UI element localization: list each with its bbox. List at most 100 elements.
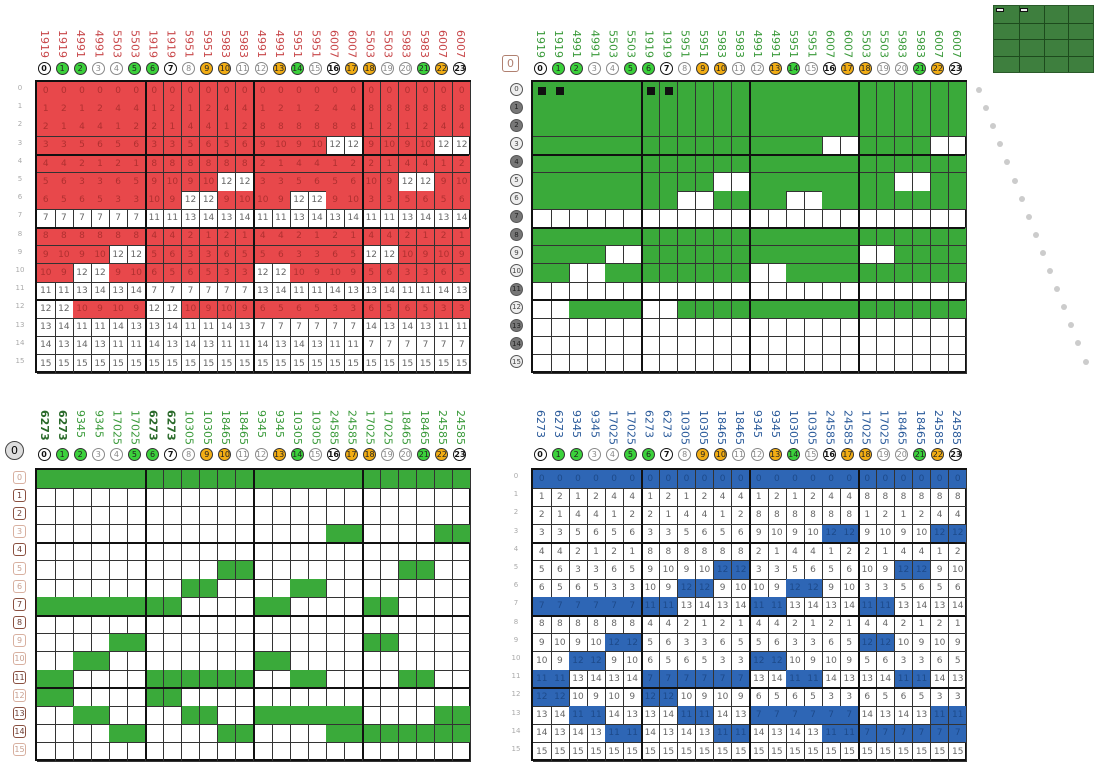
grid-cell[interactable] (452, 670, 472, 689)
grid-cell[interactable] (344, 524, 363, 544)
grid-cell[interactable]: 1 (569, 488, 588, 507)
grid-cell[interactable] (308, 597, 327, 616)
grid-cell[interactable] (199, 742, 219, 762)
grid-cell[interactable]: 0 (235, 82, 255, 101)
grid-cell[interactable]: 15 (344, 354, 363, 374)
grid-cell[interactable] (434, 488, 454, 507)
grid-cell[interactable]: 11 (434, 318, 454, 338)
grid-cell[interactable] (163, 542, 183, 562)
grid-cell[interactable]: 0 (452, 82, 472, 101)
grid-cell[interactable] (91, 670, 110, 689)
grid-cell[interactable] (452, 633, 472, 653)
grid-cell[interactable]: 4 (91, 118, 110, 138)
grid-cell[interactable]: 11 (163, 209, 183, 228)
grid-cell[interactable]: 10 (452, 172, 472, 192)
grid-cell[interactable]: 13 (362, 282, 382, 301)
grid-cell[interactable] (641, 191, 661, 210)
grid-cell[interactable]: 11 (804, 670, 823, 689)
grid-cell[interactable] (73, 706, 92, 726)
grid-cell[interactable] (713, 191, 733, 210)
grid-cell[interactable]: 12 (569, 651, 588, 671)
grid-cell[interactable] (416, 651, 436, 671)
grid-cell[interactable]: 15 (416, 354, 436, 374)
grid-cell[interactable] (217, 742, 237, 762)
grid-cell[interactable]: 14 (254, 336, 273, 356)
grid-cell[interactable]: 9 (434, 172, 454, 192)
grid-cell[interactable] (677, 209, 697, 228)
grid-cell[interactable] (623, 172, 642, 192)
grid-cell[interactable] (55, 670, 74, 689)
grid-cell[interactable]: 1 (308, 227, 327, 247)
grid-cell[interactable] (894, 118, 914, 138)
grid-cell[interactable]: 7 (452, 336, 472, 356)
grid-cell[interactable]: 8 (894, 488, 914, 507)
grid-cell[interactable] (55, 524, 74, 544)
column-index-badge[interactable]: 11 (732, 62, 746, 75)
grid-cell[interactable] (55, 742, 74, 762)
grid-cell[interactable] (73, 488, 92, 507)
grid-cell[interactable] (109, 670, 128, 689)
grid-cell[interactable]: 4 (930, 506, 950, 526)
grid-cell[interactable]: 10 (362, 172, 382, 192)
grid-cell[interactable]: 12 (750, 651, 769, 671)
grid-cell[interactable]: 0 (344, 82, 363, 101)
grid-cell[interactable] (858, 282, 878, 301)
grid-cell[interactable]: 2 (786, 615, 805, 635)
grid-cell[interactable] (91, 742, 110, 762)
grid-cell[interactable] (452, 579, 472, 598)
grid-cell[interactable] (398, 688, 418, 707)
grid-cell[interactable] (822, 300, 841, 319)
grid-cell[interactable]: 10 (254, 191, 273, 210)
grid-cell[interactable]: 7 (145, 282, 165, 301)
grid-cell[interactable]: 14 (894, 706, 914, 726)
grid-cell[interactable] (876, 191, 896, 210)
grid-cell[interactable]: 3 (786, 633, 805, 653)
grid-cell[interactable] (768, 154, 787, 174)
grid-cell[interactable]: 9 (858, 524, 878, 544)
grid-cell[interactable]: 1 (677, 488, 697, 507)
grid-cell[interactable]: 13 (398, 209, 418, 228)
grid-cell[interactable]: 8 (713, 542, 733, 562)
grid-cell[interactable]: 3 (569, 560, 588, 580)
grid-cell[interactable]: 10 (569, 688, 588, 707)
grid-cell[interactable] (181, 670, 201, 689)
grid-cell[interactable]: 8 (398, 100, 418, 119)
grid-cell[interactable] (804, 118, 823, 138)
grid-cell[interactable]: 4 (840, 488, 859, 507)
grid-cell[interactable] (876, 263, 896, 283)
grid-cell[interactable] (272, 633, 291, 653)
grid-cell[interactable]: 6 (858, 688, 878, 707)
grid-cell[interactable]: 10 (127, 263, 146, 283)
grid-cell[interactable]: 6 (37, 191, 56, 210)
grid-cell[interactable] (858, 118, 878, 138)
grid-cell[interactable] (876, 154, 896, 174)
column-index-badge[interactable]: 21 (417, 448, 431, 461)
grid-cell[interactable]: 13 (876, 706, 896, 726)
grid-cell[interactable]: 8 (326, 118, 345, 138)
grid-cell[interactable]: 7 (290, 318, 309, 338)
grid-cell[interactable] (326, 688, 345, 707)
grid-cell[interactable]: 10 (605, 688, 624, 707)
grid-cell[interactable]: 12 (308, 191, 327, 210)
grid-cell[interactable]: 13 (452, 282, 472, 301)
grid-cell[interactable] (362, 506, 382, 526)
grid-cell[interactable]: 13 (344, 282, 363, 301)
grid-cell[interactable] (659, 191, 679, 210)
grid-cell[interactable] (416, 524, 436, 544)
grid-cell[interactable] (73, 742, 92, 762)
grid-cell[interactable]: 5 (91, 191, 110, 210)
grid-cell[interactable] (605, 154, 624, 174)
grid-cell[interactable] (804, 209, 823, 228)
grid-cell[interactable] (695, 209, 715, 228)
grid-cell[interactable]: 5 (677, 524, 697, 544)
grid-cell[interactable]: 9 (217, 191, 237, 210)
grid-cell[interactable] (380, 724, 400, 744)
grid-cell[interactable]: 13 (659, 724, 679, 744)
grid-cell[interactable]: 3 (894, 651, 914, 671)
grid-cell[interactable]: 4 (290, 154, 309, 174)
grid-cell[interactable]: 15 (930, 742, 950, 762)
grid-cell[interactable]: 3 (272, 172, 291, 192)
grid-cell[interactable] (73, 542, 92, 562)
grid-cell[interactable] (181, 724, 201, 744)
grid-cell[interactable]: 14 (551, 706, 570, 726)
